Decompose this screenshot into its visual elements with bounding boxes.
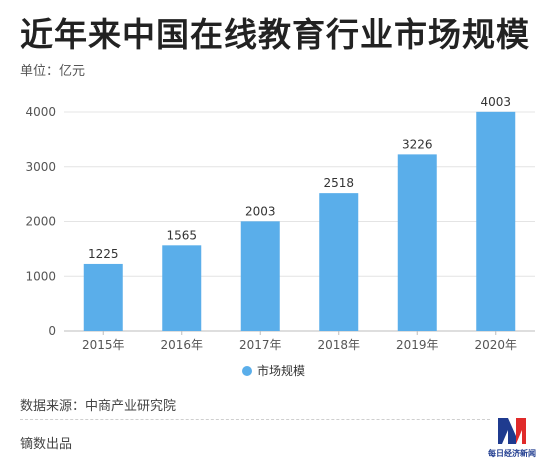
divider bbox=[20, 419, 490, 420]
bar bbox=[476, 111, 516, 331]
data-label: 2518 bbox=[323, 176, 354, 190]
y-tick-label: 2000 bbox=[25, 215, 56, 229]
producer-label: 镝数出品 bbox=[20, 437, 73, 452]
bar bbox=[240, 221, 280, 331]
bar bbox=[162, 245, 202, 331]
legend-label: 市场规模 bbox=[257, 363, 305, 378]
bar bbox=[319, 193, 359, 331]
bar-chart: 0 1000 2000 3000 4000 1225 2015年 1565 2016年 2003 2… bbox=[25, 95, 535, 378]
data-label: 4003 bbox=[480, 95, 511, 109]
y-tick-label: 4000 bbox=[25, 105, 56, 119]
data-label: 1225 bbox=[88, 247, 119, 261]
data-label: 3226 bbox=[402, 137, 433, 151]
x-tick-label: 2019年 bbox=[396, 338, 439, 352]
x-tick-label: 2017年 bbox=[239, 338, 282, 352]
data-label: 2003 bbox=[245, 204, 276, 218]
x-tick-label: 2018年 bbox=[317, 338, 360, 352]
y-tick-label: 3000 bbox=[25, 160, 56, 174]
bar bbox=[83, 263, 123, 331]
newspaper-logo: 每日经济新闻 bbox=[482, 414, 542, 464]
y-tick-label: 0 bbox=[48, 324, 56, 338]
x-tick-label: 2020年 bbox=[474, 338, 517, 352]
unit-label: 单位：亿元 bbox=[20, 64, 86, 79]
legend-marker-icon bbox=[242, 366, 252, 376]
source-label: 数据来源：中商产业研究院 bbox=[20, 399, 177, 414]
bar bbox=[397, 154, 437, 331]
chart-title: 近年来中国在线教育行业市场规模 bbox=[20, 15, 530, 54]
x-tick-label: 2016年 bbox=[160, 338, 203, 352]
x-tick-label: 2015年 bbox=[82, 338, 125, 352]
data-label: 1565 bbox=[166, 228, 197, 242]
logo-mark-icon bbox=[498, 418, 526, 444]
logo-text: 每日经济新闻 bbox=[488, 449, 536, 458]
y-tick-label: 1000 bbox=[25, 269, 56, 283]
